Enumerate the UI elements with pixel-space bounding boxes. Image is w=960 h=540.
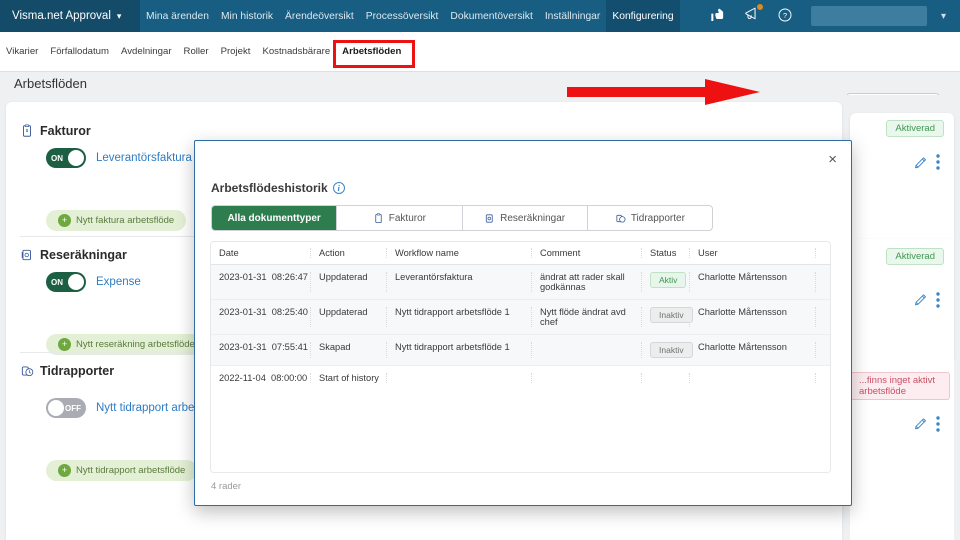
- svg-text:$: $: [26, 128, 29, 133]
- svg-text:?: ?: [783, 11, 787, 20]
